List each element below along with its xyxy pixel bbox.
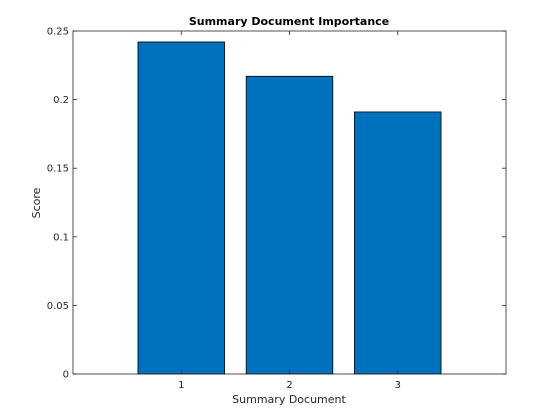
- x-tick-label: 3: [395, 380, 401, 391]
- chart-title: Summary Document Importance: [189, 15, 389, 28]
- y-axis-label: Score: [30, 187, 43, 218]
- y-tick-label: 0.2: [53, 95, 69, 106]
- y-tick-label: 0.25: [47, 27, 69, 38]
- x-axis-label: Summary Document: [232, 393, 346, 406]
- bar-1: [137, 41, 225, 375]
- y-tick-label: 0.1: [53, 232, 69, 243]
- x-tick-label: 2: [286, 380, 292, 391]
- y-tick-label: 0.05: [47, 301, 69, 312]
- y-tick-label: 0.15: [47, 164, 69, 175]
- y-tick-label: 0: [63, 370, 69, 381]
- bar-2: [245, 75, 334, 375]
- bar-3: [354, 111, 442, 375]
- plot-area: 0 0.05 0.1 0.15 0.2 0.25 1 2 3: [47, 27, 507, 391]
- x-tick-label: 1: [178, 380, 184, 391]
